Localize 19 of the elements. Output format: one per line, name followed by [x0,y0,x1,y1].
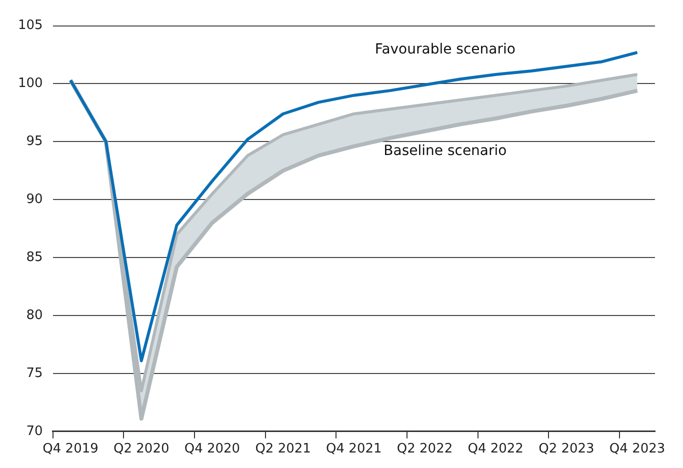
y-tick-label: 70 [26,424,43,439]
x-tick-label: Q4 2023 [609,442,666,457]
series-label: Baseline scenario [384,142,507,159]
x-tick-label: Q2 2022 [396,442,453,457]
x-tick-label: Q2 2021 [255,442,311,457]
x-tick-label: Q4 2020 [184,442,240,457]
series-label: Favourable scenario [374,42,516,58]
y-tick-label: 90 [26,192,43,208]
y-tick-label: 85 [26,250,43,265]
y-tick-label: 100 [18,76,43,92]
x-tick-label: Q2 2020 [114,442,170,457]
y-tick-label: 95 [26,134,43,150]
y-tick-label: 105 [18,18,43,34]
y-tick-label: 80 [26,308,43,323]
x-tick-label: Q4 2019 [42,442,98,457]
x-tick-label: Q4 2021 [326,442,382,457]
x-tick-label: Q2 2023 [538,442,594,457]
y-tick-label: 75 [26,366,43,381]
x-tick-label: Q4 2022 [468,442,524,457]
